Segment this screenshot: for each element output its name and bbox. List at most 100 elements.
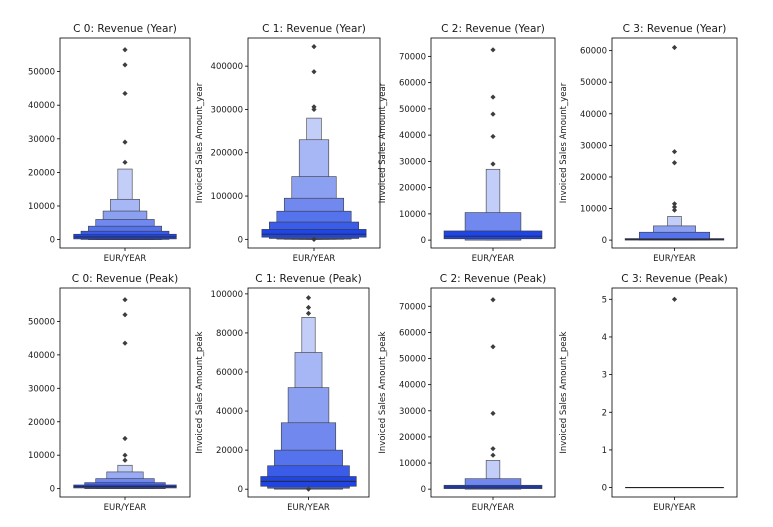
y-tick-label: 80000 [216,329,243,339]
y-tick-label: 20000 [216,446,243,456]
y-tick-label: 60000 [216,368,243,378]
outlier-point [122,62,128,68]
y-tick-label: 0 [421,236,426,246]
axes-frame [430,37,556,249]
y-tick-label: 100000 [211,290,243,300]
y-axis-label: Invoiced Sales Amount_year [378,82,388,203]
outlier-point [122,90,128,97]
y-tick-label: 20000 [28,168,55,178]
chart-title: C 0: Revenue (Peak) [72,273,178,285]
y-tick-label: 60000 [580,47,607,57]
x-tick-label: EUR/YEAR [287,503,330,513]
y-tick-label: 20000 [28,418,55,428]
chart-title: C 1: Revenue (Year) [262,23,366,35]
y-tick-label: 0 [50,485,55,495]
x-tick-label: EUR/YEAR [472,503,515,513]
outlier-point [305,304,312,311]
y-axis-label: Invoiced Sales Amount_peak [378,331,388,453]
outlier-point [122,340,128,346]
axes-frame [247,37,381,249]
outlier-point [122,457,128,463]
chart-panel-7: C 3: Revenue (Peak) 0 1 2 3 4 5 EUR/YEAR Invoice… [559,273,738,513]
axes-frame [59,37,191,249]
outlier-point [122,139,128,145]
axes-frame [611,287,738,498]
y-tick-label: 40000 [28,351,55,361]
y-axis-label: Invoiced Sales Amount_year [195,82,205,203]
y-axis-label: Invoiced Sales Amount_peak [559,331,569,453]
y-tick-label: 60000 [399,79,426,89]
outlier-point [311,104,317,110]
outlier-point [671,44,678,51]
y-tick-label: 30000 [580,141,607,151]
y-tick-label: 50000 [28,317,55,327]
y-tick-label: 40000 [28,101,55,111]
y-tick-label: 20000 [399,184,426,194]
outlier-point [490,452,496,458]
y-tick-label: 300000 [211,105,243,115]
chart-title: C 2: Revenue (Year) [441,23,545,35]
y-axis-label: Invoiced Sales Amount_peak [195,331,205,453]
y-tick-label: 10000 [399,459,426,469]
chart-panel-2: C 2: Revenue (Year) 0 10000 20000 30000 40000… [378,23,556,264]
chart-title: C 3: Revenue (Year) [623,23,727,35]
outlier-point [122,159,128,165]
axes-frame [430,287,556,498]
axes-frame [611,37,738,249]
outlier-point [490,161,496,167]
x-tick-label: EUR/YEAR [104,254,147,264]
chart-panel-4: C 0: Revenue (Peak) 0 10000 20000 30000 40000… [28,273,191,513]
y-tick-label: 2 [602,408,607,418]
x-tick-label: EUR/YEAR [104,503,147,513]
outlier-point [122,47,128,53]
chart-panel-0: C 0: Revenue (Year) 0 10000 20000 30000 40000… [28,23,191,264]
y-tick-label: 1 [602,446,607,456]
chart-title: C 0: Revenue (Year) [73,23,177,35]
outlier-point [490,410,496,416]
y-tick-label: 70000 [399,302,426,312]
y-tick-label: 30000 [28,135,55,145]
outlier-point [311,69,317,75]
y-tick-label: 0 [602,484,607,494]
chart-panel-1: C 1: Revenue (Year) 0 100000 200000 300000 40… [195,23,381,264]
y-axis-label: Invoiced Sales Amount_year [559,82,569,203]
outlier-point [490,94,496,100]
y-tick-label: 30000 [399,157,426,167]
outlier-point [490,344,496,350]
chart-panel-5: C 1: Revenue (Peak) 0 20000 40000 60000 80000… [195,273,370,513]
chart-title: C 3: Revenue (Peak) [621,273,727,285]
chart-title: C 2: Revenue (Peak) [440,273,546,285]
boxen-level-0 [261,229,367,238]
outlier-point [671,201,678,207]
y-tick-label: 40000 [216,407,243,417]
y-tick-label: 0 [238,235,243,245]
y-tick-label: 10000 [28,451,55,461]
y-tick-label: 20000 [580,173,607,183]
outlier-point [305,310,312,316]
boxen-level-1 [464,478,522,490]
y-tick-label: 100000 [211,192,243,202]
y-tick-label: 30000 [399,407,426,417]
x-tick-label: EUR/YEAR [293,254,336,264]
y-tick-label: 4 [602,333,607,343]
y-tick-label: 20000 [399,433,426,443]
outlier-point [490,133,496,140]
y-tick-label: 0 [602,236,607,246]
y-tick-label: 70000 [399,52,426,62]
outlier-point [122,312,128,318]
chart-panel-3: C 3: Revenue (Year) 0 10000 20000 30000 40000… [559,23,738,264]
y-tick-label: 40000 [580,110,607,120]
outlier-point [671,296,678,302]
x-tick-label: EUR/YEAR [472,254,515,264]
outlier-point [490,47,496,53]
y-tick-label: 50000 [399,355,426,365]
y-tick-label: 50000 [580,78,607,88]
y-tick-label: 40000 [399,381,426,391]
chart-title: C 1: Revenue (Peak) [255,273,361,285]
y-tick-label: 200000 [211,149,243,159]
y-tick-label: 50000 [28,68,55,78]
outlier-point [122,452,128,458]
outlier-point [311,236,317,242]
outlier-point [490,297,496,303]
y-tick-label: 10000 [399,210,426,220]
